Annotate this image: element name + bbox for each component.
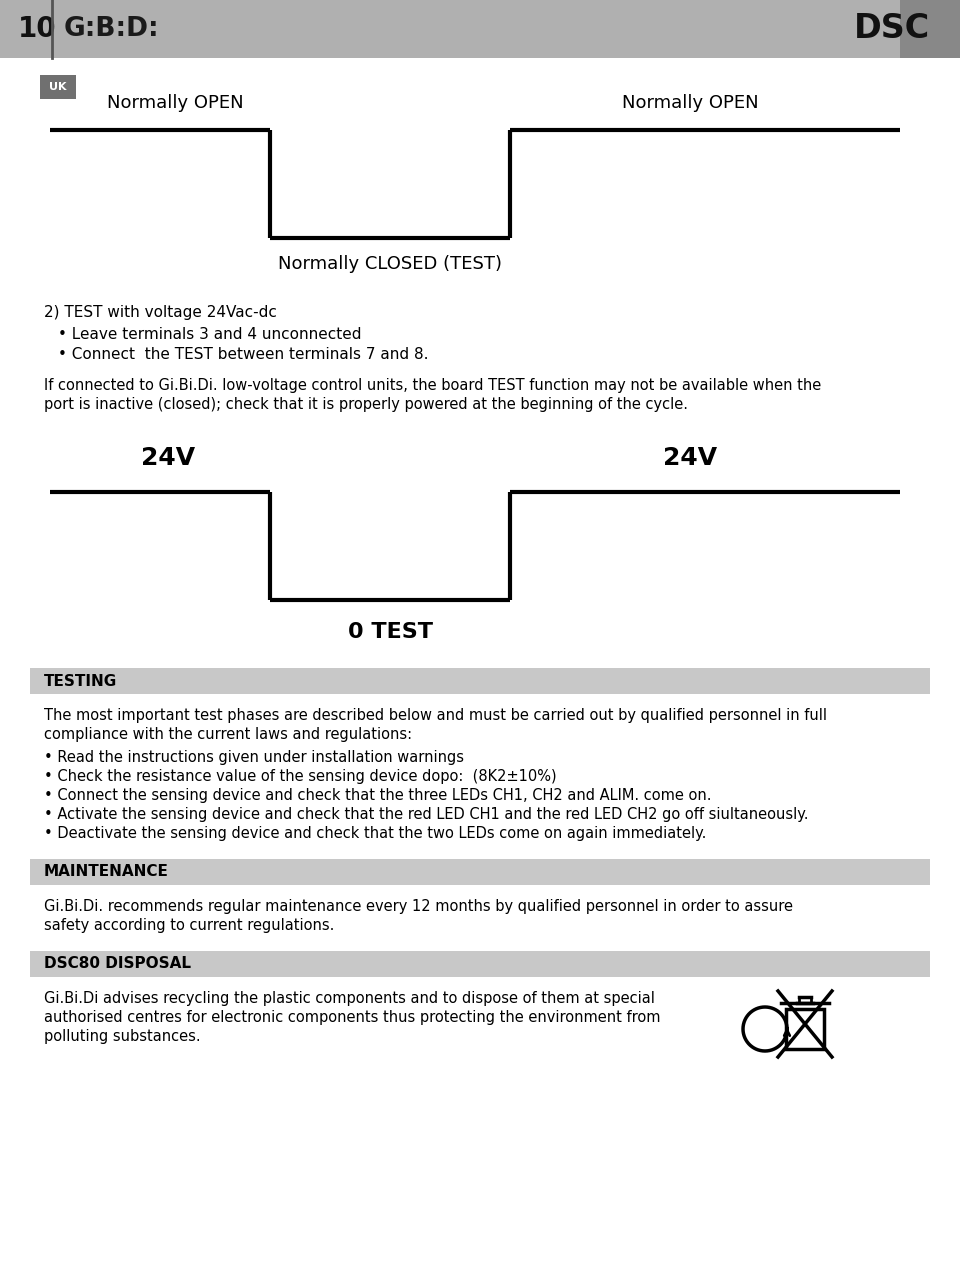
Text: DSC: DSC [853,13,930,45]
Text: • Connect  the TEST between terminals 7 and 8.: • Connect the TEST between terminals 7 a… [58,347,428,362]
Text: G:B:D:: G:B:D: [64,16,159,42]
Text: 10: 10 [18,15,57,43]
Text: Normally OPEN: Normally OPEN [107,93,243,112]
Text: TESTING: TESTING [44,673,117,688]
Text: 24V: 24V [663,446,717,470]
Bar [786,1009,824,1050]
Text: MAINTENANCE: MAINTENANCE [44,864,169,879]
Bar [30,951,930,978]
Text: The most important test phases are described below and must be carried out by qu: The most important test phases are descr… [44,709,827,722]
Text: 2) TEST with voltage 24Vac-dc: 2) TEST with voltage 24Vac-dc [44,304,276,320]
Text: Gi.Bi.Di. recommends regular maintenance every 12 months by qualified personnel : Gi.Bi.Di. recommends regular maintenance… [44,899,793,914]
Text: • Leave terminals 3 and 4 unconnected: • Leave terminals 3 and 4 unconnected [58,327,362,342]
Text: UK: UK [49,82,67,92]
Text: Normally OPEN: Normally OPEN [622,93,758,112]
Text: safety according to current regulations.: safety according to current regulations. [44,918,334,933]
Text: 0 TEST: 0 TEST [348,621,433,642]
Bar [0,0,960,58]
Text: authorised centres for electronic components thus protecting the environment fro: authorised centres for electronic compon… [44,1010,660,1026]
Bar [30,859,930,885]
Text: • Check the resistance value of the sensing device dopo:  (8K2±10%): • Check the resistance value of the sens… [44,769,557,784]
Bar [900,0,960,58]
Text: • Deactivate the sensing device and check that the two LEDs come on again immedi: • Deactivate the sensing device and chec… [44,826,707,841]
Text: If connected to Gi.Bi.Di. low-voltage control units, the board TEST function may: If connected to Gi.Bi.Di. low-voltage co… [44,378,821,393]
Text: Normally CLOSED (TEST): Normally CLOSED (TEST) [278,255,502,273]
Text: polluting substances.: polluting substances. [44,1029,201,1045]
Text: • Activate the sensing device and check that the red LED CH1 and the red LED CH2: • Activate the sensing device and check … [44,807,808,822]
Bar [30,668,930,693]
Text: • Connect the sensing device and check that the three LEDs CH1, CH2 and ALIM. co: • Connect the sensing device and check t… [44,788,711,803]
Text: compliance with the current laws and regulations:: compliance with the current laws and reg… [44,727,412,741]
Bar [40,75,76,99]
Text: 24V: 24V [141,446,195,470]
Text: DSC80 DISPOSAL: DSC80 DISPOSAL [44,956,191,971]
Text: port is inactive (closed); check that it is properly powered at the beginning of: port is inactive (closed); check that it… [44,397,688,412]
Text: Gi.Bi.Di advises recycling the plastic components and to dispose of them at spec: Gi.Bi.Di advises recycling the plastic c… [44,991,655,1007]
Text: • Read the instructions given under installation warnings: • Read the instructions given under inst… [44,750,464,765]
